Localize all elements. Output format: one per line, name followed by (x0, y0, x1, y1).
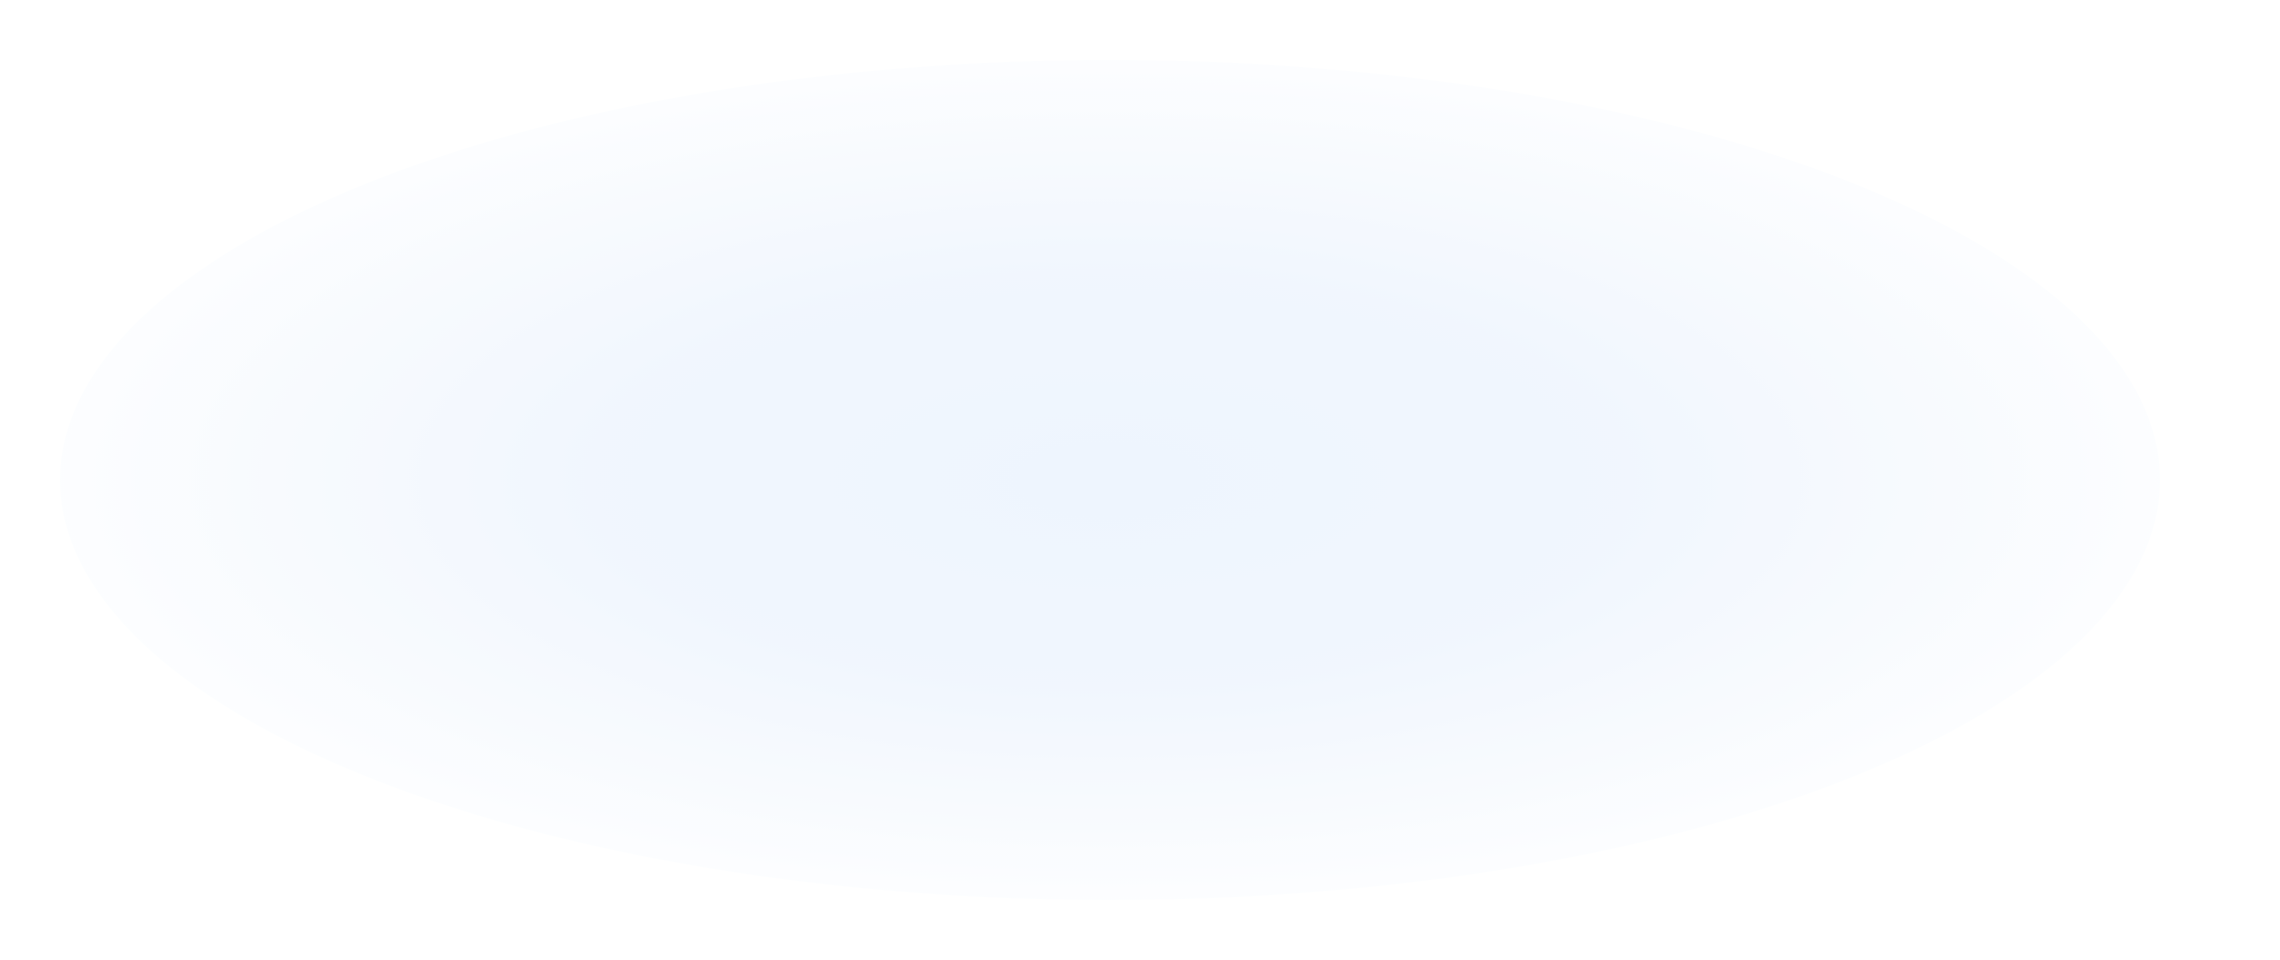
soft-blue-radial-glow (60, 60, 2160, 900)
